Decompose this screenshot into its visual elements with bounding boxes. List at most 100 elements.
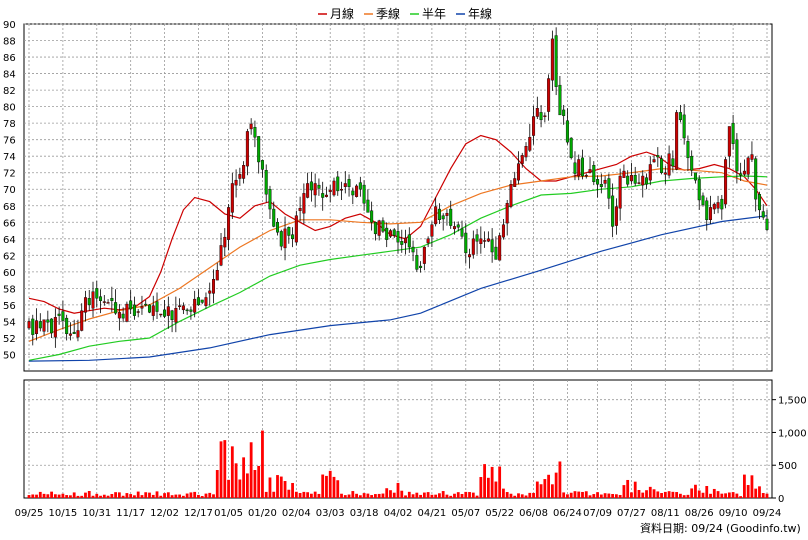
candle-26	[125, 301, 129, 323]
x-label-22: 09/24	[753, 508, 782, 519]
candle-8	[57, 306, 61, 325]
candle-129	[513, 171, 517, 187]
candle-170	[667, 145, 671, 179]
volume-bar-112	[449, 495, 453, 498]
candle-91	[370, 201, 374, 231]
volume-bar-140	[554, 472, 558, 498]
volume-bar-187	[731, 492, 735, 498]
candle-101	[407, 227, 411, 253]
candle-152	[599, 173, 603, 194]
volume-bar-146	[577, 491, 581, 498]
candle-7	[53, 308, 57, 348]
volume-bar-33	[151, 494, 155, 498]
candle-102	[411, 240, 415, 262]
ma-line-quarter	[28, 167, 768, 342]
price-tick-20: 90	[3, 20, 16, 31]
legend-label-3: 年線	[468, 6, 492, 21]
volume-bar-192	[750, 475, 754, 498]
volume-bar-41	[181, 495, 185, 498]
candle-20	[102, 294, 106, 306]
volume-bar-3	[38, 491, 42, 498]
candle-143	[565, 108, 569, 145]
volume-bar-106	[426, 492, 430, 498]
volume-bar-195	[761, 493, 765, 498]
volume-bar-6	[50, 491, 53, 498]
volume-bar-181	[709, 493, 712, 498]
legend-label-2: 半年	[422, 7, 446, 21]
price-tick-12: 74	[3, 152, 16, 163]
volume-bar-186	[727, 492, 731, 498]
volume-bar-36	[163, 493, 166, 498]
volume-bar-169	[663, 491, 667, 498]
volume-bar-29	[136, 491, 140, 498]
volume-bar-23	[114, 492, 118, 498]
x-label-14: 05/22	[485, 508, 514, 519]
legend-label-0: 月線	[330, 6, 354, 21]
volume-bar-145	[573, 491, 577, 498]
volume-bar-68	[283, 481, 287, 498]
candle-49	[211, 269, 215, 304]
volume-bar-174	[682, 495, 686, 498]
volume-bar-55	[234, 463, 238, 498]
candle-164	[645, 173, 649, 190]
candle-174	[682, 104, 686, 145]
volume-bar-116	[464, 491, 468, 498]
candle-125	[498, 233, 502, 261]
volume-bar-2	[35, 494, 38, 498]
volume-bar-142	[562, 492, 566, 498]
volume-bar-70	[291, 482, 294, 498]
candle-173	[678, 104, 682, 123]
x-label-10: 03/18	[350, 508, 379, 519]
volume-bar-44	[193, 491, 197, 498]
volume-bar-189	[739, 496, 743, 498]
volume-bar-190	[743, 474, 746, 498]
volume-bar-1	[31, 494, 35, 498]
price-tick-1: 52	[3, 334, 16, 345]
candle-120	[479, 226, 483, 254]
x-label-21: 09/10	[719, 508, 748, 519]
candle-93	[377, 219, 381, 241]
candle-92	[373, 221, 377, 241]
candle-13	[76, 319, 80, 342]
candle-145	[573, 151, 577, 181]
volume-bar-184	[720, 493, 724, 498]
volume-bar-132	[524, 495, 528, 498]
candle-161	[633, 166, 637, 186]
volume-bar-57	[242, 457, 246, 498]
x-axis-labels: 09/25 10/15 10/31 11/17 12/02 12/17 01/05 01/20…	[15, 508, 782, 519]
candle-31	[144, 299, 148, 307]
candle-5	[46, 310, 50, 333]
candle-60	[253, 120, 257, 148]
candle-79	[324, 186, 328, 198]
candle-17	[91, 281, 95, 318]
x-label-4: 12/02	[150, 508, 179, 519]
volume-tick-1: 500	[778, 461, 797, 472]
volume-bar-183	[716, 491, 720, 498]
volume-bar-66	[276, 475, 279, 498]
volume-bar-163	[641, 492, 645, 498]
candle-184	[720, 195, 724, 220]
volume-bar-108	[434, 494, 438, 498]
volume-bar-98	[396, 482, 400, 498]
candle-33	[151, 295, 155, 321]
price-tick-13: 76	[3, 136, 16, 147]
candle-36	[163, 299, 167, 319]
candle-21	[106, 299, 110, 304]
x-label-16: 06/24	[553, 508, 582, 519]
candle-100	[404, 229, 408, 255]
candle-121	[483, 231, 487, 248]
candle-46	[200, 299, 204, 305]
candle-122	[486, 231, 490, 243]
candle-112	[449, 200, 453, 229]
volume-bar-151	[596, 492, 599, 498]
x-label-13: 05/07	[451, 508, 480, 519]
volume-bar-136	[539, 484, 543, 498]
candle-136	[539, 104, 543, 128]
volume-bar-104	[419, 494, 422, 498]
volume-bar-45	[197, 494, 200, 498]
volume-bar-82	[336, 480, 340, 498]
volume-bar-185	[724, 493, 727, 498]
volume-bar-72	[298, 493, 302, 498]
candle-41	[181, 302, 185, 314]
volume-bar-52	[223, 440, 227, 498]
